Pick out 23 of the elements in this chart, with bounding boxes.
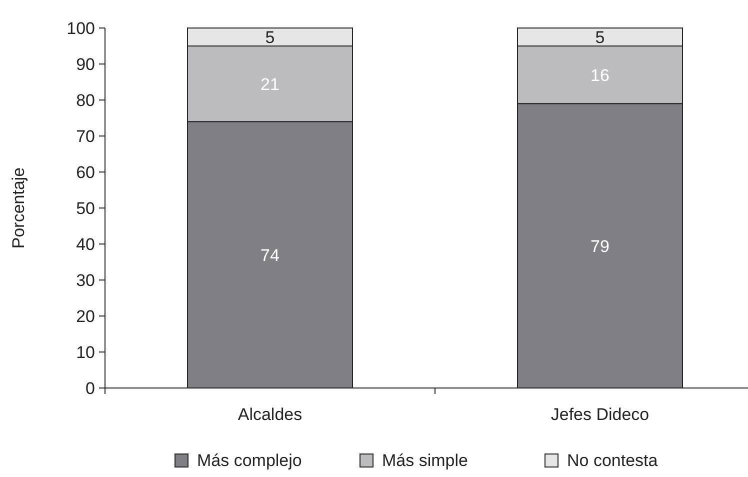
y-tick-label: 80 (76, 90, 95, 110)
data-label: 74 (260, 246, 280, 265)
legend-label: Más simple (382, 451, 468, 470)
legend-label: Más complejo (197, 451, 302, 470)
data-label: 5 (265, 28, 275, 47)
y-tick-label: 30 (76, 270, 95, 290)
data-label: 79 (590, 236, 610, 256)
y-tick-label: 40 (76, 234, 95, 254)
y-tick-label: 20 (76, 306, 95, 326)
y-tick-label: 0 (86, 378, 95, 398)
y-axis-title: Porcentaje (9, 167, 28, 249)
data-label: 16 (590, 66, 610, 85)
y-tick-label: 10 (76, 342, 95, 362)
x-tick-label: Alcaldes (238, 405, 302, 424)
data-label: 5 (595, 28, 605, 47)
y-tick-label: 60 (76, 162, 95, 182)
y-tick-label: 90 (76, 54, 95, 74)
y-tick-label: 70 (76, 126, 95, 146)
x-tick-label: Jefes Dideco (550, 405, 650, 424)
legend-label: No contesta (567, 451, 658, 470)
data-label: 21 (260, 74, 280, 94)
y-tick-label: 100 (66, 18, 95, 38)
y-tick-label: 50 (76, 198, 95, 218)
